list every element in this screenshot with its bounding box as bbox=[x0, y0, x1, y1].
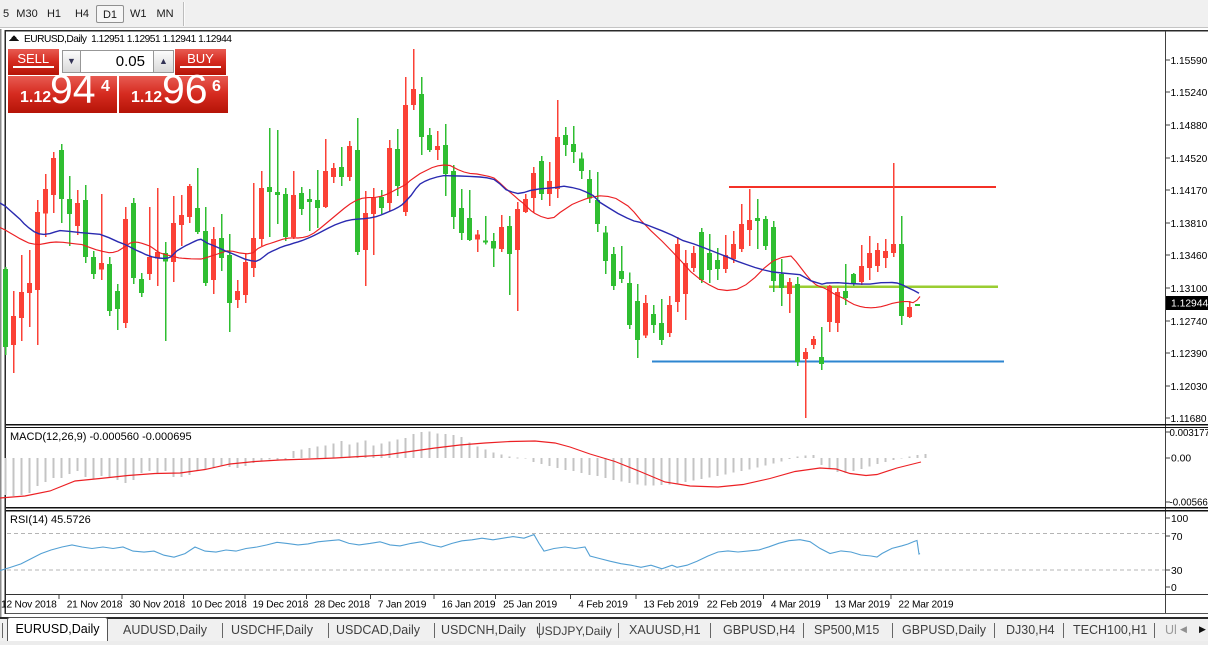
svg-text:1.15590: 1.15590 bbox=[1171, 56, 1208, 67]
svg-text:1.12030: 1.12030 bbox=[1171, 382, 1208, 393]
svg-text:21 Nov 2018: 21 Nov 2018 bbox=[67, 600, 123, 611]
svg-text:EURUSD,Daily 1.12951 1.12951: EURUSD,Daily 1.12951 1.12951 1.12941 1.1… bbox=[24, 34, 232, 45]
svg-text:28 Dec 2018: 28 Dec 2018 bbox=[314, 600, 370, 611]
svg-text:1.13460: 1.13460 bbox=[1171, 251, 1208, 262]
svg-text:1.13810: 1.13810 bbox=[1171, 219, 1208, 230]
svg-text:1.14520: 1.14520 bbox=[1171, 154, 1208, 165]
svg-text:12 Nov 2018: 12 Nov 2018 bbox=[1, 600, 57, 611]
svg-text:1.14170: 1.14170 bbox=[1171, 186, 1208, 197]
svg-text:-0.00566: -0.00566 bbox=[1170, 498, 1208, 509]
svg-text:22 Feb 2019: 22 Feb 2019 bbox=[707, 600, 763, 611]
svg-text:0.003177: 0.003177 bbox=[1170, 428, 1208, 439]
svg-text:1.15240: 1.15240 bbox=[1171, 88, 1208, 99]
svg-text:1.12740: 1.12740 bbox=[1171, 317, 1208, 328]
svg-text:22 Mar 2019: 22 Mar 2019 bbox=[898, 600, 954, 611]
svg-text:0: 0 bbox=[1171, 583, 1177, 594]
svg-text:MACD(12,26,9) -0.000560 -0.000: MACD(12,26,9) -0.000560 -0.000695 bbox=[10, 431, 192, 443]
svg-text:1.13100: 1.13100 bbox=[1171, 284, 1208, 295]
svg-text:10 Dec 2018: 10 Dec 2018 bbox=[191, 600, 247, 611]
svg-text:30 Nov 2018: 30 Nov 2018 bbox=[129, 600, 185, 611]
svg-text:16 Jan 2019: 16 Jan 2019 bbox=[442, 600, 496, 611]
svg-text:19 Dec 2018: 19 Dec 2018 bbox=[253, 600, 309, 611]
svg-text:4 Mar 2019: 4 Mar 2019 bbox=[771, 600, 821, 611]
svg-text:25 Jan 2019: 25 Jan 2019 bbox=[503, 600, 557, 611]
svg-text:7 Jan 2019: 7 Jan 2019 bbox=[378, 600, 427, 611]
svg-text:4 Feb 2019: 4 Feb 2019 bbox=[578, 600, 628, 611]
svg-text:30: 30 bbox=[1171, 566, 1183, 577]
svg-text:70: 70 bbox=[1171, 532, 1183, 543]
svg-text:1.12390: 1.12390 bbox=[1171, 349, 1208, 360]
svg-text:13 Mar 2019: 13 Mar 2019 bbox=[835, 600, 891, 611]
svg-text:13 Feb 2019: 13 Feb 2019 bbox=[643, 600, 699, 611]
svg-text:100: 100 bbox=[1171, 514, 1188, 525]
svg-text:1.14880: 1.14880 bbox=[1171, 121, 1208, 132]
svg-text:RSI(14) 45.5726: RSI(14) 45.5726 bbox=[10, 514, 91, 526]
svg-text:1.11680: 1.11680 bbox=[1171, 414, 1207, 425]
svg-text:1.12944: 1.12944 bbox=[1171, 299, 1208, 310]
svg-text:0.00: 0.00 bbox=[1171, 454, 1191, 465]
